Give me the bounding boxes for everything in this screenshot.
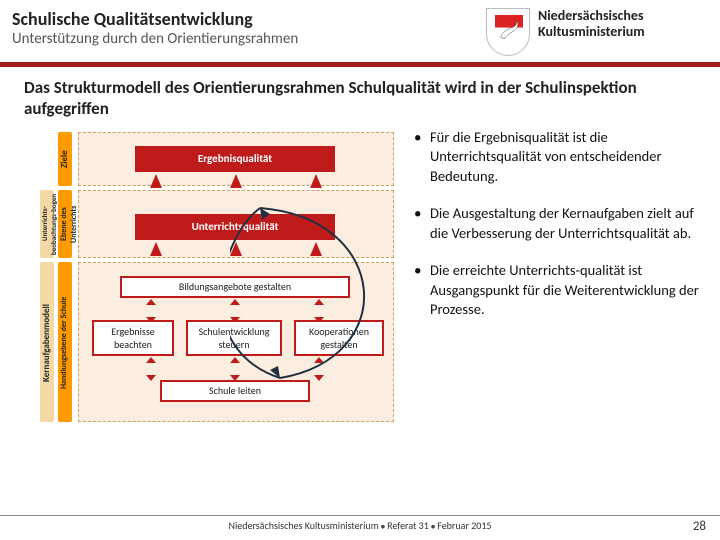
page-number: 28: [680, 519, 720, 534]
slide-heading: Das Strukturmodell des Orientierungsrahm…: [0, 77, 720, 128]
vlabel-ubb: Unterrichts-beobachtungs-bogen: [40, 192, 58, 256]
double-arrow-icon: [146, 362, 156, 376]
vlabel-ziele: Ziele: [59, 138, 70, 180]
arrow-icon: [150, 242, 162, 256]
slide-footer: Niedersächsisches Kultusministerium Refer…: [0, 515, 720, 534]
slide-header: Schulische Qualitätsentwicklung Unterstü…: [0, 0, 720, 60]
header-subtitle: Unterstützung durch den Orientierungsrah…: [12, 30, 478, 48]
ministry-line1: Niedersächsisches: [538, 7, 644, 24]
structure-diagram: Ziele Unterrichts-beobachtungs-bogen Ebe…: [20, 128, 400, 428]
box-ergebnisqualitaet: Ergebnisqualität: [135, 146, 335, 172]
header-text: Schulische Qualitätsentwicklung Unterstü…: [12, 8, 478, 48]
arrow-icon: [150, 174, 162, 188]
box-ergebnisse-beachten: Ergebnisse beachten: [92, 320, 174, 356]
bullet-item: Die erreichte Unterrichts-qualität ist A…: [412, 261, 700, 320]
arrow-icon: [230, 174, 242, 188]
bullet-item: Die Ausgestaltung der Kernaufgaben zielt…: [412, 204, 700, 243]
footer-date: Februar 2015: [437, 519, 491, 532]
footer-ref: Referat 31: [387, 519, 429, 532]
vlabel-kern: Kernaufgabenmodell: [41, 278, 52, 408]
content-area: Ziele Unterrichts-beobachtungs-bogen Ebe…: [0, 128, 720, 428]
vlabel-ebene: Ebene des Unterrichts: [59, 192, 79, 256]
ministry-name: Niedersächsisches Kultusministerium: [538, 8, 708, 40]
cycle-arrow-icon: [230, 198, 410, 398]
crest-icon: [486, 8, 530, 56]
bullet-item: Für die Ergebnisqualität ist die Unterri…: [412, 128, 700, 187]
header-title: Schulische Qualitätsentwicklung: [12, 8, 478, 30]
double-arrow-icon: [146, 304, 156, 318]
arrow-icon: [310, 174, 322, 188]
bullet-list: Für die Ergebnisqualität ist die Unterri…: [412, 128, 700, 428]
divider-bar: [0, 62, 720, 67]
footer-text: Niedersächsisches Kultusministerium Refer…: [40, 519, 680, 534]
vlabel-handlung: Handlungsebene der Schule: [59, 268, 69, 418]
ministry-line2: Kultusministerium: [538, 23, 645, 40]
footer-org: Niedersächsisches Kultusministerium: [229, 519, 379, 532]
